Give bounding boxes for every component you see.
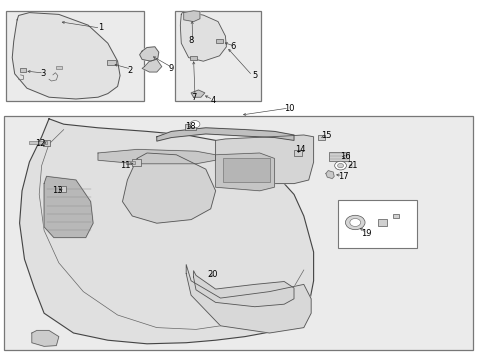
Bar: [392, 213, 399, 218]
Bar: [6, 11, 144, 101]
Polygon shape: [326, 171, 334, 179]
Text: 19: 19: [361, 230, 372, 239]
Polygon shape: [186, 265, 311, 333]
Bar: [126, 161, 135, 164]
Polygon shape: [98, 149, 216, 164]
Bar: [4, 116, 473, 350]
Bar: [223, 158, 270, 182]
Text: 4: 4: [211, 96, 216, 105]
Polygon shape: [180, 13, 226, 61]
Polygon shape: [216, 135, 314, 184]
Bar: [338, 200, 417, 248]
Bar: [329, 152, 349, 161]
Bar: [190, 56, 197, 60]
Circle shape: [335, 161, 346, 170]
Polygon shape: [194, 271, 294, 307]
Text: 9: 9: [169, 64, 174, 73]
Text: 8: 8: [189, 36, 194, 45]
Polygon shape: [157, 128, 294, 141]
Polygon shape: [184, 11, 200, 22]
Circle shape: [345, 215, 365, 230]
Text: 11: 11: [120, 161, 130, 170]
Bar: [132, 159, 141, 166]
Bar: [20, 68, 26, 72]
Polygon shape: [191, 90, 205, 97]
Polygon shape: [12, 13, 120, 99]
Text: 17: 17: [338, 172, 348, 181]
Polygon shape: [216, 153, 274, 191]
Polygon shape: [142, 59, 162, 72]
Bar: [294, 150, 302, 156]
Text: 1: 1: [98, 22, 103, 31]
Text: 3: 3: [41, 69, 46, 78]
Text: 18: 18: [185, 122, 196, 131]
Text: 21: 21: [347, 161, 358, 170]
Bar: [185, 124, 196, 130]
Text: 13: 13: [52, 186, 63, 195]
Text: 7: 7: [191, 93, 196, 102]
Text: 5: 5: [252, 71, 257, 80]
Bar: [56, 66, 62, 69]
Circle shape: [338, 163, 343, 168]
Polygon shape: [32, 330, 59, 346]
Text: 20: 20: [207, 270, 218, 279]
Text: 6: 6: [230, 42, 235, 51]
Bar: [107, 60, 116, 65]
Polygon shape: [20, 119, 314, 344]
Polygon shape: [122, 153, 216, 223]
Bar: [318, 135, 325, 140]
Text: 2: 2: [127, 66, 132, 75]
Polygon shape: [140, 47, 159, 61]
Circle shape: [350, 219, 361, 226]
Text: 16: 16: [340, 152, 351, 161]
Bar: [216, 39, 223, 43]
Text: 14: 14: [294, 145, 305, 154]
Bar: [378, 219, 387, 226]
Bar: [175, 11, 261, 101]
Bar: [29, 141, 47, 144]
Text: 10: 10: [284, 104, 294, 112]
Circle shape: [190, 121, 200, 128]
Text: 15: 15: [320, 130, 331, 139]
Polygon shape: [44, 176, 93, 238]
Bar: [59, 186, 67, 192]
Bar: [43, 140, 50, 146]
Text: 12: 12: [35, 139, 46, 148]
